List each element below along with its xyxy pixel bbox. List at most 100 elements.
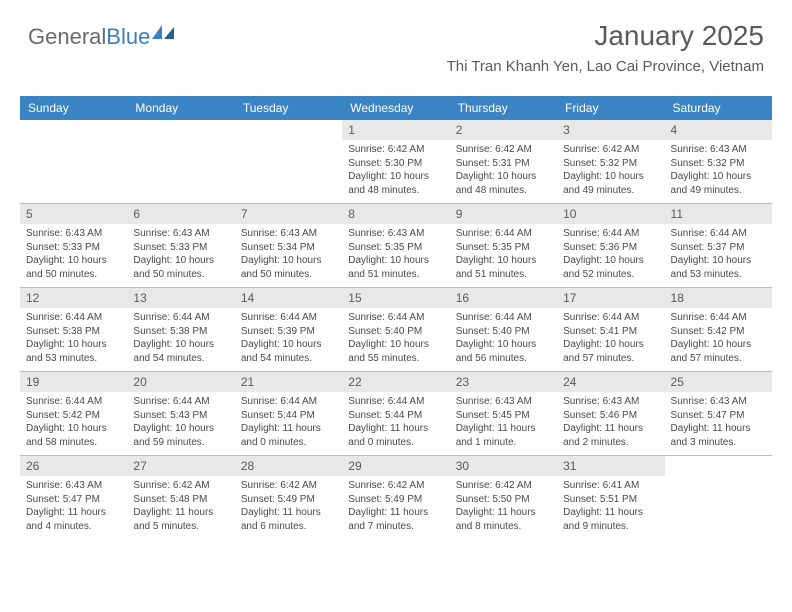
- page-header: January 2025 Thi Tran Khanh Yen, Lao Cai…: [447, 20, 764, 75]
- sunrise-line: Sunrise: 6:44 AM: [26, 311, 121, 325]
- day-number: 20: [127, 372, 234, 392]
- sunrise-line: Sunrise: 6:42 AM: [563, 143, 658, 157]
- day-number: 15: [342, 288, 449, 308]
- sunset-line: Sunset: 5:40 PM: [348, 325, 443, 339]
- daylight-line: Daylight: 10 hours and 54 minutes.: [241, 338, 336, 365]
- daylight-line: Daylight: 10 hours and 53 minutes.: [671, 254, 766, 281]
- cell-body: Sunrise: 6:44 AMSunset: 5:44 PMDaylight:…: [342, 392, 449, 455]
- sunset-line: Sunset: 5:49 PM: [241, 493, 336, 507]
- month-title: January 2025: [447, 20, 764, 52]
- calendar-cell: 2Sunrise: 6:42 AMSunset: 5:31 PMDaylight…: [450, 120, 557, 203]
- sunrise-line: Sunrise: 6:42 AM: [241, 479, 336, 493]
- cell-body: Sunrise: 6:43 AMSunset: 5:47 PMDaylight:…: [665, 392, 772, 455]
- calendar-cell: 5Sunrise: 6:43 AMSunset: 5:33 PMDaylight…: [20, 204, 127, 287]
- brand-part1: General: [28, 24, 106, 50]
- sunset-line: Sunset: 5:38 PM: [26, 325, 121, 339]
- day-number: 11: [665, 204, 772, 224]
- daylight-line: Daylight: 11 hours and 0 minutes.: [348, 422, 443, 449]
- day-number: 18: [665, 288, 772, 308]
- day-number: 3: [557, 120, 664, 140]
- cell-body: Sunrise: 6:42 AMSunset: 5:48 PMDaylight:…: [127, 476, 234, 539]
- cell-body: Sunrise: 6:43 AMSunset: 5:45 PMDaylight:…: [450, 392, 557, 455]
- daylight-line: Daylight: 10 hours and 48 minutes.: [456, 170, 551, 197]
- cell-body: Sunrise: 6:43 AMSunset: 5:33 PMDaylight:…: [127, 224, 234, 287]
- cell-body: Sunrise: 6:43 AMSunset: 5:34 PMDaylight:…: [235, 224, 342, 287]
- cell-body: Sunrise: 6:44 AMSunset: 5:40 PMDaylight:…: [450, 308, 557, 371]
- sunrise-line: Sunrise: 6:43 AM: [348, 227, 443, 241]
- day-number: 25: [665, 372, 772, 392]
- sunrise-line: Sunrise: 6:44 AM: [456, 311, 551, 325]
- sunrise-line: Sunrise: 6:42 AM: [348, 479, 443, 493]
- sunrise-line: Sunrise: 6:43 AM: [563, 395, 658, 409]
- calendar-cell: 11Sunrise: 6:44 AMSunset: 5:37 PMDayligh…: [665, 204, 772, 287]
- sunset-line: Sunset: 5:32 PM: [563, 157, 658, 171]
- day-number: 27: [127, 456, 234, 476]
- calendar-cell: 26Sunrise: 6:43 AMSunset: 5:47 PMDayligh…: [20, 456, 127, 539]
- brand-part2: Blue: [106, 24, 150, 50]
- sunset-line: Sunset: 5:47 PM: [26, 493, 121, 507]
- sunrise-line: Sunrise: 6:42 AM: [348, 143, 443, 157]
- day-number: 7: [235, 204, 342, 224]
- sunrise-line: Sunrise: 6:44 AM: [241, 395, 336, 409]
- calendar-cell: 24Sunrise: 6:43 AMSunset: 5:46 PMDayligh…: [557, 372, 664, 455]
- calendar-cell: 10Sunrise: 6:44 AMSunset: 5:36 PMDayligh…: [557, 204, 664, 287]
- sunset-line: Sunset: 5:49 PM: [348, 493, 443, 507]
- sunset-line: Sunset: 5:30 PM: [348, 157, 443, 171]
- day-number: 21: [235, 372, 342, 392]
- sunset-line: Sunset: 5:33 PM: [26, 241, 121, 255]
- day-number: 17: [557, 288, 664, 308]
- day-number: 29: [342, 456, 449, 476]
- sunset-line: Sunset: 5:40 PM: [456, 325, 551, 339]
- sunrise-line: Sunrise: 6:42 AM: [133, 479, 228, 493]
- sunset-line: Sunset: 5:31 PM: [456, 157, 551, 171]
- calendar-cell: 27Sunrise: 6:42 AMSunset: 5:48 PMDayligh…: [127, 456, 234, 539]
- daylight-line: Daylight: 10 hours and 50 minutes.: [133, 254, 228, 281]
- sunset-line: Sunset: 5:35 PM: [348, 241, 443, 255]
- sunrise-line: Sunrise: 6:42 AM: [456, 143, 551, 157]
- day-number: 30: [450, 456, 557, 476]
- sunrise-line: Sunrise: 6:43 AM: [26, 479, 121, 493]
- calendar-week: 26Sunrise: 6:43 AMSunset: 5:47 PMDayligh…: [20, 455, 772, 539]
- sunrise-line: Sunrise: 6:44 AM: [563, 227, 658, 241]
- sunrise-line: Sunrise: 6:44 AM: [671, 311, 766, 325]
- daylight-line: Daylight: 11 hours and 1 minute.: [456, 422, 551, 449]
- daylight-line: Daylight: 10 hours and 52 minutes.: [563, 254, 658, 281]
- sunrise-line: Sunrise: 6:44 AM: [563, 311, 658, 325]
- cell-body: Sunrise: 6:42 AMSunset: 5:31 PMDaylight:…: [450, 140, 557, 203]
- daylight-line: Daylight: 10 hours and 50 minutes.: [241, 254, 336, 281]
- day-number: 14: [235, 288, 342, 308]
- sail-icon: [152, 25, 174, 41]
- cell-body: Sunrise: 6:42 AMSunset: 5:50 PMDaylight:…: [450, 476, 557, 539]
- weekday-header: Friday: [557, 96, 664, 120]
- calendar-cell: 20Sunrise: 6:44 AMSunset: 5:43 PMDayligh…: [127, 372, 234, 455]
- cell-body: Sunrise: 6:43 AMSunset: 5:35 PMDaylight:…: [342, 224, 449, 287]
- day-number: 16: [450, 288, 557, 308]
- sunset-line: Sunset: 5:42 PM: [26, 409, 121, 423]
- cell-body: Sunrise: 6:44 AMSunset: 5:44 PMDaylight:…: [235, 392, 342, 455]
- day-number: 22: [342, 372, 449, 392]
- daylight-line: Daylight: 11 hours and 3 minutes.: [671, 422, 766, 449]
- sunrise-line: Sunrise: 6:44 AM: [241, 311, 336, 325]
- sunrise-line: Sunrise: 6:44 AM: [456, 227, 551, 241]
- sunset-line: Sunset: 5:39 PM: [241, 325, 336, 339]
- sunset-line: Sunset: 5:45 PM: [456, 409, 551, 423]
- cell-body: Sunrise: 6:44 AMSunset: 5:42 PMDaylight:…: [20, 392, 127, 455]
- calendar-week: 12Sunrise: 6:44 AMSunset: 5:38 PMDayligh…: [20, 287, 772, 371]
- calendar-cell: 28Sunrise: 6:42 AMSunset: 5:49 PMDayligh…: [235, 456, 342, 539]
- cell-body: Sunrise: 6:42 AMSunset: 5:49 PMDaylight:…: [342, 476, 449, 539]
- cell-body: Sunrise: 6:44 AMSunset: 5:37 PMDaylight:…: [665, 224, 772, 287]
- calendar-cell: 22Sunrise: 6:44 AMSunset: 5:44 PMDayligh…: [342, 372, 449, 455]
- day-number: 24: [557, 372, 664, 392]
- cell-body: Sunrise: 6:43 AMSunset: 5:47 PMDaylight:…: [20, 476, 127, 539]
- calendar-cell: [127, 120, 234, 203]
- cell-body: Sunrise: 6:44 AMSunset: 5:38 PMDaylight:…: [127, 308, 234, 371]
- sunset-line: Sunset: 5:37 PM: [671, 241, 766, 255]
- daylight-line: Daylight: 11 hours and 0 minutes.: [241, 422, 336, 449]
- daylight-line: Daylight: 11 hours and 7 minutes.: [348, 506, 443, 533]
- calendar-cell: 12Sunrise: 6:44 AMSunset: 5:38 PMDayligh…: [20, 288, 127, 371]
- daylight-line: Daylight: 11 hours and 4 minutes.: [26, 506, 121, 533]
- day-number: 19: [20, 372, 127, 392]
- day-number: 8: [342, 204, 449, 224]
- weekday-header: Saturday: [665, 96, 772, 120]
- calendar-cell: 25Sunrise: 6:43 AMSunset: 5:47 PMDayligh…: [665, 372, 772, 455]
